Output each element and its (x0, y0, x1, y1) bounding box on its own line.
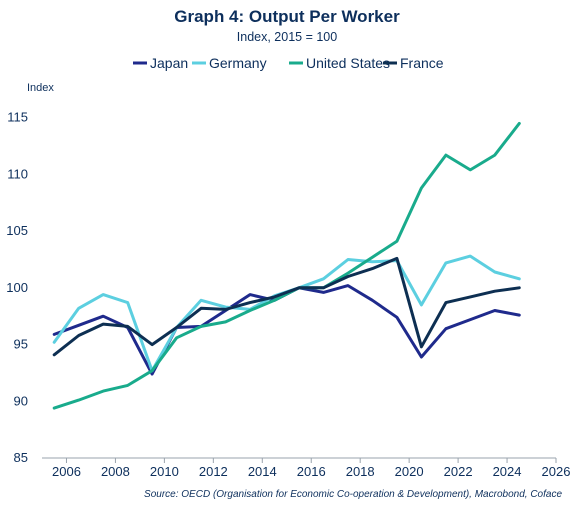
series-line-germany (52, 254, 521, 373)
y-axis: 85 90 95 100 105 110 115 (6, 110, 28, 465)
series-line-united-states (52, 121, 521, 410)
legend: Japan Germany United States France (133, 55, 444, 71)
y-tick-label: 115 (7, 110, 28, 125)
x-tick-label: 2014 (248, 464, 277, 479)
y-tick-label: 85 (14, 450, 28, 465)
y-tick-label: 90 (14, 393, 28, 408)
legend-label-france: France (400, 55, 444, 71)
chart-subtitle: Index, 2015 = 100 (237, 30, 337, 44)
y-tick-label: 110 (7, 166, 28, 181)
y-tick-label: 105 (6, 223, 28, 238)
series-line-japan (52, 284, 521, 376)
y-tick-label: 100 (6, 280, 28, 295)
x-tick-label: 2012 (199, 464, 228, 479)
x-axis: 2006 2008 2010 2012 2014 2016 2018 2020 2022 2024… (42, 457, 571, 479)
x-tick-label: 2010 (150, 464, 179, 479)
plot-area (52, 121, 521, 410)
x-tick-label: 2008 (101, 464, 130, 479)
legend-label-united-states: United States (306, 55, 390, 71)
chart-title: Graph 4: Output Per Worker (174, 7, 400, 26)
y-axis-label: Index (27, 82, 54, 94)
x-tick-label: 2024 (493, 464, 522, 479)
x-tick-label: 2006 (52, 464, 81, 479)
x-tick-label: 2018 (346, 464, 375, 479)
y-tick-label: 95 (14, 337, 28, 352)
x-tick-label: 2016 (297, 464, 326, 479)
legend-label-germany: Germany (209, 55, 267, 71)
source-note: Source: OECD (Organisation for Economic … (144, 489, 562, 500)
x-tick-label: 2022 (444, 464, 473, 479)
series-line-france (52, 256, 521, 357)
legend-label-japan: Japan (150, 55, 188, 71)
x-tick-label: 2026 (542, 464, 571, 479)
x-tick-label: 2020 (395, 464, 424, 479)
